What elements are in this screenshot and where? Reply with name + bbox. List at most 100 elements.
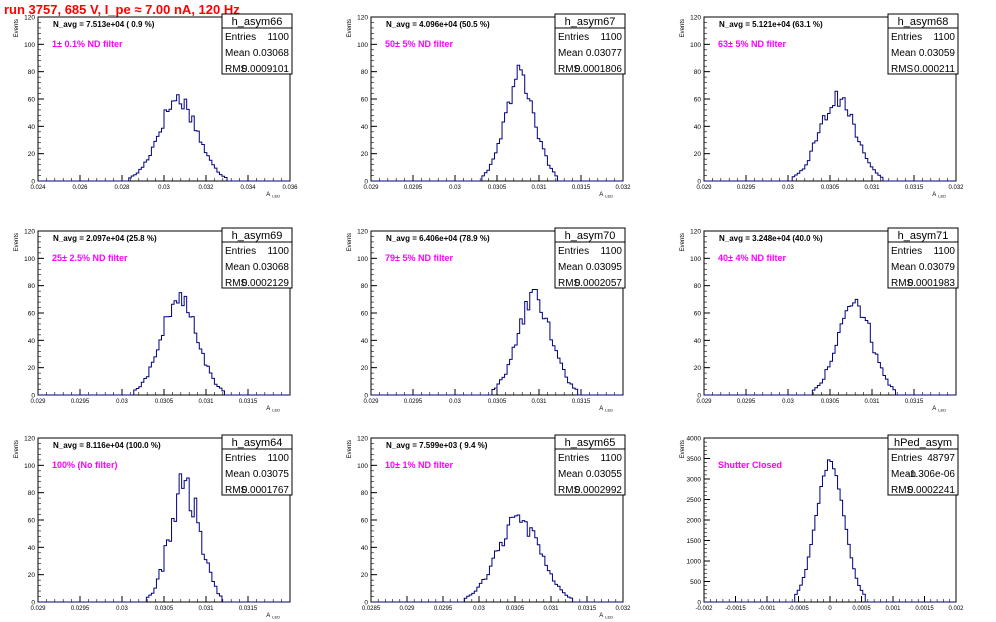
y-tick-label: 120 xyxy=(690,15,701,22)
stats-label: Entries xyxy=(225,246,256,257)
stats-box xyxy=(887,227,959,289)
y-axis-title: Events xyxy=(347,233,353,251)
y-tick-label: 80 xyxy=(361,490,369,497)
y-tick-label: 60 xyxy=(361,97,369,104)
x-tick-label: 0.029 xyxy=(363,399,379,405)
x-tick-label: 0.001 xyxy=(885,606,901,612)
x-tick-label: 0.03 xyxy=(782,399,794,405)
x-tick-label: -0.0005 xyxy=(788,606,809,612)
filter-label: 100% (No filter) xyxy=(52,460,118,470)
y-tick-label: 100 xyxy=(24,463,35,470)
histogram-panel-h_asym68: 0 20 40 60 80 100 120 0.029 0.0295 0.03 0.0305 0.03… xyxy=(680,13,964,199)
x-tick-label: 0.0005 xyxy=(852,606,871,612)
page-title: run 3757, 685 V, I_pe ≈ 7.00 nA, 120 Hz xyxy=(4,2,240,17)
x-tick-label: 0.031 xyxy=(198,606,214,612)
y-tick-label: 40 xyxy=(361,124,369,131)
filter-label: 50± 5% ND filter xyxy=(385,39,453,49)
stats-label: RMS xyxy=(225,64,248,75)
y-tick-label: 60 xyxy=(361,518,369,525)
x-tick-label: 0.03 xyxy=(116,606,128,612)
histogram-panel-h_asym65: 0 20 40 60 80 100 120 0.0285 0.029 0.0295 0.03 0.03… xyxy=(347,434,631,620)
x-tick-label: 0.03 xyxy=(473,606,485,612)
y-tick-label: 100 xyxy=(357,42,368,49)
y-tick-label: 40 xyxy=(694,124,702,131)
y-tick-label: 0 xyxy=(364,179,368,186)
y-tick-label: 100 xyxy=(357,256,368,263)
stats-label: Entries xyxy=(891,32,922,43)
y-axis-title: Events xyxy=(347,440,353,458)
x-tick-label: 0.0295 xyxy=(404,185,423,191)
x-tick-label: 0.0305 xyxy=(488,185,507,191)
x-axis-title: A LED xyxy=(599,406,613,413)
x-tick-label: 0.0295 xyxy=(71,399,90,405)
stats-label: Mean xyxy=(558,48,583,59)
histogram-line xyxy=(38,473,290,603)
histogram-name: hPed_asym xyxy=(894,437,952,449)
x-tick-label: -0.002 xyxy=(695,606,713,612)
stats-value: 0.0009101 xyxy=(242,64,290,75)
histogram-name: h_asym64 xyxy=(232,437,283,449)
x-tick-label: 0.032 xyxy=(198,185,214,191)
histogram-name: h_asym66 xyxy=(232,16,283,28)
stats-label: Mean xyxy=(225,262,250,273)
x-tick-label: 0.026 xyxy=(72,185,88,191)
x-tick-label: 0.0315 xyxy=(572,399,591,405)
x-tick-label: 0.0305 xyxy=(821,185,840,191)
x-tick-label: 0.0305 xyxy=(155,606,174,612)
x-tick-label: 0.0295 xyxy=(737,185,756,191)
x-tick-label: 0.029 xyxy=(30,399,46,405)
y-tick-label: 120 xyxy=(24,436,35,443)
x-tick-label: 0.028 xyxy=(114,185,130,191)
y-tick-label: 20 xyxy=(361,151,369,158)
x-tick-label: 0.031 xyxy=(531,399,547,405)
x-tick-label: 0.031 xyxy=(198,399,214,405)
stats-label: Mean xyxy=(891,469,916,480)
stats-box xyxy=(554,227,626,289)
x-axis-title: A LED xyxy=(266,192,280,199)
filter-label: 40± 4% ND filter xyxy=(718,253,786,263)
y-tick-label: 120 xyxy=(357,15,368,22)
stats-value: 1100 xyxy=(600,453,622,464)
x-tick-label: 0.031 xyxy=(864,399,880,405)
navg-label: N_avg = 7.513e+04 ( 0.9 %) xyxy=(53,20,155,29)
y-tick-label: 80 xyxy=(28,69,36,76)
stats-label: Entries xyxy=(558,32,589,43)
stats-box xyxy=(554,13,626,75)
y-tick-label: 100 xyxy=(24,256,35,263)
y-axis-title: Events xyxy=(14,440,20,458)
histogram-line xyxy=(704,90,956,182)
stats-value: 0.03059 xyxy=(919,48,956,59)
y-tick-label: 40 xyxy=(361,545,369,552)
y-tick-label: 0 xyxy=(31,393,35,400)
x-tick-label: 0.03 xyxy=(158,185,170,191)
x-tick-label: 0.031 xyxy=(531,185,547,191)
y-tick-label: 2500 xyxy=(687,497,702,504)
histogram-name: h_asym70 xyxy=(565,230,616,242)
stats-box xyxy=(221,13,293,75)
histogram-name: h_asym71 xyxy=(898,230,949,242)
x-tick-label: 0.0305 xyxy=(506,606,525,612)
x-tick-label: 0 xyxy=(828,606,832,612)
stats-box xyxy=(221,227,293,289)
y-axis-title: Events xyxy=(14,19,20,37)
stats-label: RMS xyxy=(558,64,581,75)
x-tick-label: 0.0295 xyxy=(404,399,423,405)
x-tick-label: 0.032 xyxy=(615,185,631,191)
y-tick-label: 40 xyxy=(28,124,36,131)
stats-value: 1100 xyxy=(600,32,622,43)
y-tick-label: 100 xyxy=(690,256,701,263)
y-tick-label: 100 xyxy=(24,42,35,49)
x-tick-label: 0.029 xyxy=(399,606,415,612)
y-tick-label: 0 xyxy=(31,600,35,607)
x-axis-title: A LED xyxy=(599,613,613,620)
y-tick-label: 0 xyxy=(364,600,368,607)
x-tick-label: 0.029 xyxy=(696,399,712,405)
x-tick-label: 0.0315 xyxy=(905,185,924,191)
stats-value: 0.0001767 xyxy=(242,485,290,496)
histogram-line xyxy=(371,288,623,396)
y-tick-label: 20 xyxy=(694,151,702,158)
navg-label: N_avg = 8.116e+04 (100.0 %) xyxy=(53,441,161,450)
y-tick-label: 80 xyxy=(361,69,369,76)
stats-value: 0.0002992 xyxy=(575,485,623,496)
filter-label: 25± 2.5% ND filter xyxy=(52,253,128,263)
